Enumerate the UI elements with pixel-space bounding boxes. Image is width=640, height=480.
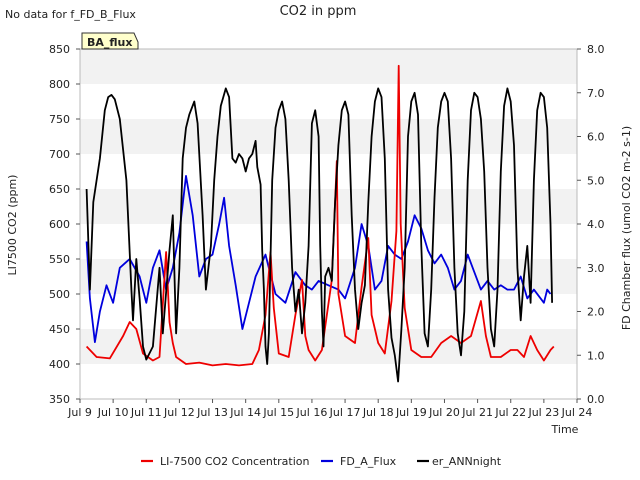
grid-band	[80, 119, 577, 154]
y-right-tick-label: 0.0	[587, 393, 605, 406]
y-left-tick-label: 550	[49, 253, 70, 266]
y-right-tick-label: 1.0	[587, 349, 605, 362]
legend-label-fd-a-flux: FD_A_Flux	[340, 455, 397, 468]
series-line-fd-a-flux	[85, 175, 552, 343]
y-right-tick-label: 2.0	[587, 306, 605, 319]
y-left-tick-label: 700	[49, 148, 70, 161]
x-tick-label: Jul 9	[67, 406, 92, 419]
x-tick-label: Jul 21	[461, 406, 493, 419]
x-tick-label: Jul 19	[395, 406, 427, 419]
x-tick-label: Jul 16	[296, 406, 328, 419]
x-tick-label: Jul 20	[428, 406, 460, 419]
badge-label: BA_flux	[87, 36, 132, 49]
y-left-tick-label: 850	[49, 43, 70, 56]
x-tick-label: Jul 23	[527, 406, 559, 419]
x-tick-label: Jul 24	[561, 406, 593, 419]
legend-item-li7500[interactable]: LI-7500 CO2 Concentration	[141, 455, 310, 468]
series-line-er-annnight	[85, 87, 553, 383]
x-tick-label: Jul 14	[229, 406, 261, 419]
y-right-tick-label: 8.0	[587, 43, 605, 56]
y-axis-right-label: FD Chamber flux (umol CO2 m-2 s-1)	[620, 126, 633, 330]
y-right-tick-label: 5.0	[587, 174, 605, 187]
x-tick-label: Jul 11	[130, 406, 162, 419]
y-left-tick-label: 500	[49, 288, 70, 301]
y-left-tick-label: 800	[49, 78, 70, 91]
y-left-tick-label: 750	[49, 113, 70, 126]
legend-label-er-annnight: er_ANNnight	[432, 455, 502, 468]
y-right-tick-label: 3.0	[587, 262, 605, 275]
y-left-tick-label: 350	[49, 393, 70, 406]
y-left-tick-label: 650	[49, 183, 70, 196]
x-tick-label: Jul 12	[163, 406, 195, 419]
x-tick-label: Jul 13	[196, 406, 228, 419]
badge-box	[81, 32, 139, 50]
chart-title: CO2 in ppm	[280, 4, 357, 19]
grid-band	[80, 189, 577, 224]
x-tick-label: Jul 18	[362, 406, 394, 419]
grid-band	[80, 49, 577, 84]
y-left-tick-label: 450	[49, 323, 70, 336]
legend: LI-7500 CO2 Concentration FD_A_Flux er_A…	[141, 455, 502, 468]
x-tick-label: Jul 17	[329, 406, 361, 419]
legend-item-er-annnight[interactable]: er_ANNnight	[417, 455, 502, 468]
y-left-tick-label: 600	[49, 218, 70, 231]
y-right-tick-label: 7.0	[587, 87, 605, 100]
y-right-tick-label: 6.0	[587, 131, 605, 144]
y-left-tick-label: 400	[49, 358, 70, 371]
background-bands	[80, 49, 577, 364]
y-axis-left-label: LI7500 CO2 (ppm)	[6, 175, 19, 276]
x-tick-label: Jul 22	[494, 406, 526, 419]
legend-item-fd-a-flux[interactable]: FD_A_Flux	[321, 455, 397, 468]
axis-ticks: Jul 9 Jul 10 Jul 11 Jul 12 Jul 13 Jul 14 Jul 1…	[49, 43, 605, 419]
legend-label-li7500: LI-7500 CO2 Concentration	[160, 455, 310, 468]
series-layer	[85, 64, 555, 383]
x-tick-label: Jul 10	[97, 406, 129, 419]
ba-flux-badge[interactable]: BA_flux	[81, 32, 139, 50]
x-tick-label: Jul 15	[262, 406, 294, 419]
x-axis-label: Time	[551, 423, 579, 436]
y-right-tick-label: 4.0	[587, 218, 605, 231]
no-data-note: No data for f_FD_B_Flux	[5, 8, 136, 21]
